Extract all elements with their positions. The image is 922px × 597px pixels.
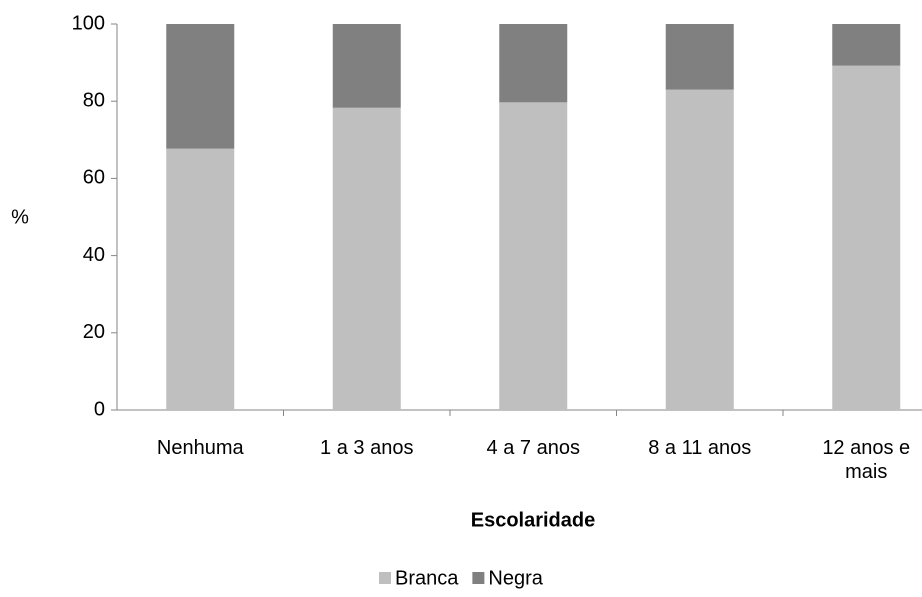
y-tick-label: 20 [83,321,105,343]
x-tick-label: 4 a 7 anos [486,437,580,459]
legend-swatch [472,572,485,584]
bar [832,24,901,66]
y-tick-label: 60 [83,167,105,189]
bar [499,24,568,103]
legend-label: Negra [488,567,543,589]
x-tick-label: 12 anos e mais [822,437,911,483]
bar [665,89,734,411]
x-axis-label: Escolaridade [471,509,596,531]
x-tick-label: 8 a 11 anos [648,437,752,459]
y-tick-label: 40 [83,244,105,266]
x-tick-label: Nenhuma [156,437,244,459]
legend-swatch [379,572,391,584]
bar [166,24,235,149]
bar [332,107,401,411]
y-tick-label: 80 [83,89,105,111]
y-tick-label: 0 [94,398,105,420]
bar [166,148,235,411]
x-tick-label: 1 a 3 anos [320,437,414,459]
bar [665,24,734,90]
bar [832,65,901,411]
y-tick-label: 100 [72,12,105,34]
bar [499,102,568,410]
y-axis-label: % [11,206,29,228]
legend-label: Branca [395,567,459,589]
bar [332,24,401,108]
